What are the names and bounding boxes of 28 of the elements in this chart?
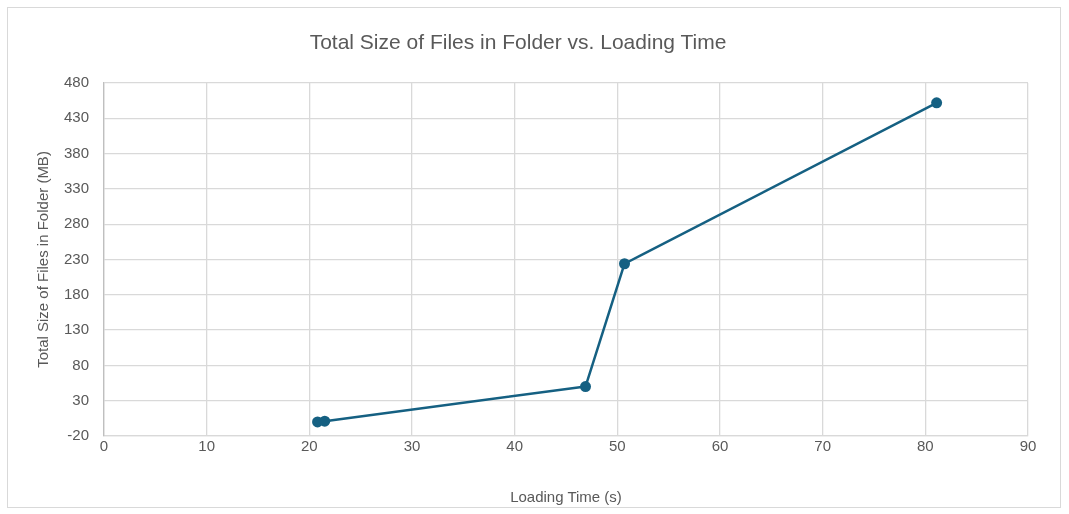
y-tick-label: 430: [63, 108, 89, 126]
y-tick-label: 80: [72, 355, 89, 373]
x-tick-label: 90: [1019, 437, 1037, 455]
x-tick-label: 30: [403, 437, 421, 455]
y-tick-label: 480: [63, 73, 89, 91]
y-tick-label: -20: [67, 426, 89, 444]
y-axis-title: Total Size of Files in Folder (MB): [33, 151, 51, 368]
x-axis-title: Loading Time (s): [510, 488, 622, 506]
point: [619, 258, 631, 270]
y-tick-label: 130: [63, 320, 89, 338]
point: [580, 381, 592, 393]
chart-title: Total Size of Files in Folder vs. Loading Time: [309, 30, 727, 54]
y-tick-label: 380: [63, 143, 89, 161]
y-tick-label: 180: [63, 284, 89, 302]
x-tick-label: 60: [711, 437, 729, 455]
y-tick-label: 280: [63, 214, 89, 232]
point: [931, 97, 943, 109]
y-tick-label: 330: [63, 179, 89, 197]
y-tick-label: 30: [72, 390, 89, 408]
x-tick-label: 70: [814, 437, 832, 455]
x-tick-label: 0: [99, 437, 109, 455]
y-tick-label: 230: [63, 249, 89, 267]
point: [319, 415, 331, 427]
x-tick-label: 50: [608, 437, 626, 455]
x-tick-label: 40: [506, 437, 524, 455]
x-tick-label: 10: [198, 437, 216, 455]
x-tick-label: 20: [300, 437, 318, 455]
x-tick-label: 80: [916, 437, 934, 455]
